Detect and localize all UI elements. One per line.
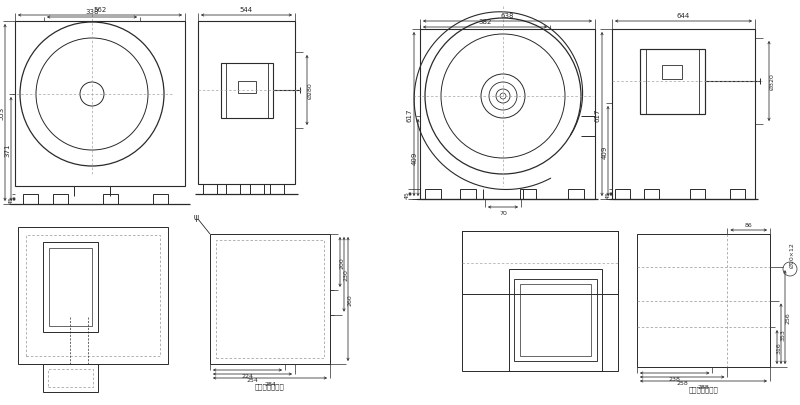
Text: 254: 254 bbox=[246, 377, 258, 382]
Bar bbox=[43, 243, 98, 332]
Bar bbox=[103, 194, 118, 205]
Text: 382: 382 bbox=[478, 19, 492, 25]
Bar bbox=[460, 190, 476, 200]
Bar bbox=[425, 190, 441, 200]
Text: 544: 544 bbox=[240, 7, 253, 13]
Text: 200: 200 bbox=[340, 256, 345, 268]
Text: Ø10×12: Ø10×12 bbox=[790, 241, 794, 267]
Text: 409: 409 bbox=[602, 145, 607, 158]
Text: 258: 258 bbox=[676, 380, 688, 385]
Bar bbox=[520, 190, 536, 200]
Text: 553: 553 bbox=[0, 107, 4, 120]
Text: 86: 86 bbox=[745, 222, 753, 228]
Text: 45: 45 bbox=[9, 196, 14, 203]
Text: 409: 409 bbox=[411, 151, 418, 165]
Bar bbox=[49, 248, 92, 326]
Text: 353: 353 bbox=[781, 328, 786, 340]
Bar bbox=[514, 279, 598, 361]
Text: 638: 638 bbox=[501, 13, 514, 19]
Bar bbox=[520, 284, 591, 356]
Text: Ø320: Ø320 bbox=[770, 73, 775, 90]
Text: 617: 617 bbox=[407, 108, 413, 122]
Text: 224: 224 bbox=[242, 373, 254, 378]
Bar bbox=[226, 185, 240, 194]
Bar bbox=[203, 185, 217, 194]
Bar bbox=[216, 241, 324, 358]
Bar bbox=[637, 234, 770, 367]
Bar bbox=[615, 190, 630, 200]
Bar bbox=[462, 231, 618, 371]
Bar bbox=[53, 194, 68, 205]
Bar bbox=[43, 364, 98, 392]
Text: 288: 288 bbox=[698, 384, 710, 389]
Bar bbox=[26, 235, 160, 356]
Bar bbox=[644, 190, 659, 200]
Bar bbox=[568, 190, 584, 200]
Bar bbox=[639, 50, 705, 115]
Bar bbox=[662, 66, 682, 80]
Text: 644: 644 bbox=[677, 13, 690, 19]
Text: 出风口法兰尺寸: 出风口法兰尺寸 bbox=[689, 386, 718, 392]
Bar bbox=[15, 22, 185, 187]
Bar bbox=[198, 22, 295, 185]
Text: 45: 45 bbox=[405, 191, 410, 198]
Text: 284: 284 bbox=[264, 381, 276, 386]
Bar bbox=[48, 369, 93, 387]
Bar bbox=[690, 190, 705, 200]
Bar bbox=[210, 234, 330, 364]
Bar bbox=[250, 185, 264, 194]
Bar bbox=[23, 194, 38, 205]
Text: 70: 70 bbox=[499, 211, 507, 215]
Text: ψ: ψ bbox=[194, 213, 198, 222]
Text: Ø280: Ø280 bbox=[308, 83, 313, 99]
Bar bbox=[221, 64, 273, 119]
Bar bbox=[420, 30, 595, 200]
Text: 45: 45 bbox=[606, 191, 610, 198]
Text: 238: 238 bbox=[669, 376, 681, 381]
Text: 出风口法兰尺寸: 出风口法兰尺寸 bbox=[255, 383, 285, 389]
Bar bbox=[153, 194, 168, 205]
Text: 617: 617 bbox=[595, 108, 601, 122]
Bar bbox=[462, 231, 618, 294]
Bar bbox=[18, 228, 168, 364]
Bar bbox=[509, 269, 602, 371]
Bar bbox=[612, 30, 755, 200]
Text: 230: 230 bbox=[344, 269, 349, 281]
Bar bbox=[270, 185, 284, 194]
Text: 371: 371 bbox=[4, 143, 10, 156]
Bar bbox=[238, 82, 255, 94]
Text: 256: 256 bbox=[785, 311, 790, 323]
Text: 338: 338 bbox=[86, 9, 98, 15]
Text: 260: 260 bbox=[348, 293, 353, 305]
Text: 316: 316 bbox=[777, 341, 782, 353]
Bar bbox=[730, 190, 745, 200]
Text: 562: 562 bbox=[94, 7, 106, 13]
